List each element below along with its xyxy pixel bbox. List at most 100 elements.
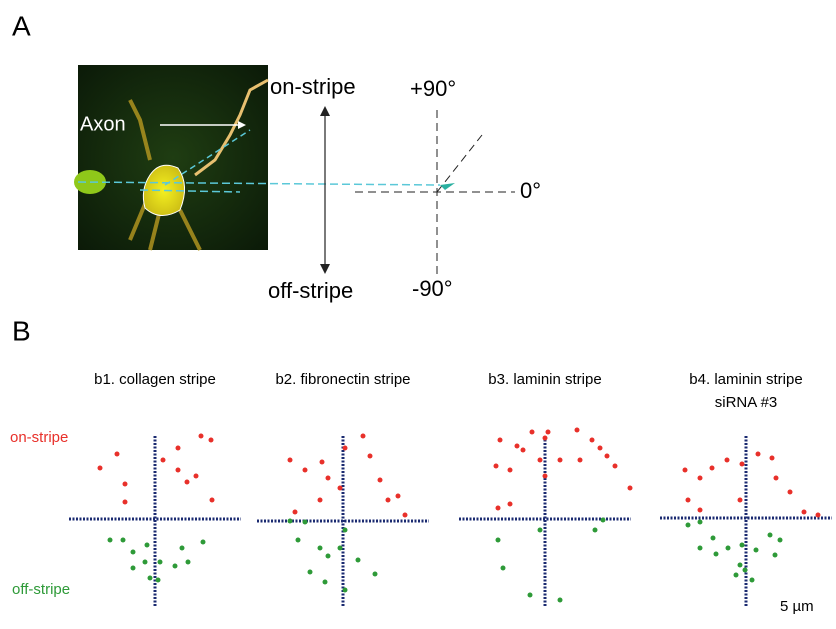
panel-label: B: [12, 315, 31, 346]
off-stripe-point: [537, 527, 543, 533]
on-stripe-point: [175, 467, 181, 473]
on-stripe-point: [697, 475, 703, 481]
off-stripe-point: [725, 545, 731, 551]
on-stripe-point: [577, 457, 583, 463]
off-stripe-point: [685, 522, 691, 528]
on-stripe-point: [302, 467, 308, 473]
on-stripe-point: [514, 443, 520, 449]
off-stripe-point: [697, 519, 703, 525]
axon-label: Axon: [80, 113, 126, 135]
on-stripe-point: [507, 501, 513, 507]
off-stripe-point: [155, 577, 161, 583]
off-stripe-point: [697, 545, 703, 551]
on-stripe-point: [801, 509, 807, 515]
off-stripe-point: [295, 537, 301, 543]
on-stripe-point: [627, 485, 633, 491]
off-stripe-point: [342, 587, 348, 593]
on-stripe-point: [360, 433, 366, 439]
on-stripe-point: [367, 453, 373, 459]
on-stripe-point: [787, 489, 793, 495]
on-stripe-point: [589, 437, 595, 443]
off-stripe-point: [733, 572, 739, 578]
on-stripe-point: [604, 453, 610, 459]
on-stripe-point: [537, 457, 543, 463]
off-stripe-point: [372, 571, 378, 577]
plus90-label: +90°: [410, 76, 456, 101]
on-stripe-point: [175, 445, 181, 451]
on-stripe-label: on-stripe: [10, 429, 68, 446]
off-stripe-point: [144, 542, 150, 548]
off-stripe-point: [107, 537, 113, 543]
plot-title: b2. fibronectin stripe: [275, 371, 410, 388]
off-stripe-point: [495, 537, 501, 543]
off-stripe-point: [772, 552, 778, 558]
off-stripe-point: [287, 518, 293, 524]
off-stripe-point: [147, 575, 153, 581]
on-stripe-point: [773, 475, 779, 481]
on-stripe-point: [319, 459, 325, 465]
on-stripe-point: [542, 435, 548, 441]
off-stripe-point: [142, 559, 148, 565]
on-stripe-point: [739, 461, 745, 467]
on-stripe-point: [342, 445, 348, 451]
on-stripe-point: [545, 429, 551, 435]
on-stripe-point: [292, 509, 298, 515]
off-stripe-point: [777, 537, 783, 543]
on-stripe-point: [395, 493, 401, 499]
on-stripe-label: on-stripe: [270, 74, 356, 99]
off-stripe-point: [307, 569, 313, 575]
off-stripe-point: [742, 567, 748, 573]
on-stripe-point: [385, 497, 391, 503]
on-stripe-point: [495, 505, 501, 511]
off-stripe-point: [325, 553, 331, 559]
off-stripe-point: [767, 532, 773, 538]
on-stripe-point: [493, 463, 499, 469]
off-stripe-point: [317, 545, 323, 551]
on-stripe-point: [209, 497, 215, 503]
on-stripe-point: [709, 465, 715, 471]
off-stripe-point: [179, 545, 185, 551]
zero-label: 0°: [520, 178, 541, 203]
off-stripe-point: [527, 592, 533, 598]
on-stripe-point: [198, 433, 204, 439]
on-stripe-point: [208, 437, 214, 443]
on-stripe-point: [402, 512, 408, 518]
off-stripe-point: [713, 551, 719, 557]
on-stripe-point: [287, 457, 293, 463]
scale-label: 5 µm: [780, 598, 814, 615]
on-stripe-point: [574, 427, 580, 433]
on-stripe-point: [755, 451, 761, 457]
off-stripe-point: [337, 545, 343, 551]
panel-label: A: [12, 10, 31, 41]
on-stripe-point: [815, 512, 821, 518]
on-stripe-point: [685, 497, 691, 503]
off-stripe-point: [355, 557, 361, 563]
on-stripe-point: [377, 477, 383, 483]
plot-title: b1. collagen stripe: [94, 371, 216, 388]
off-stripe-point: [130, 549, 136, 555]
on-stripe-point: [597, 445, 603, 451]
plot-title: b3. laminin stripe: [488, 371, 601, 388]
on-stripe-point: [520, 447, 526, 453]
on-stripe-point: [122, 499, 128, 505]
off-stripe-point: [737, 562, 743, 568]
on-stripe-point: [325, 475, 331, 481]
off-stripe-point: [185, 559, 191, 565]
off-stripe-point: [749, 577, 755, 583]
off-stripe-point: [710, 535, 716, 541]
off-stripe-point: [120, 537, 126, 543]
on-stripe-point: [682, 467, 688, 473]
on-stripe-point: [542, 473, 548, 479]
on-stripe-point: [184, 479, 190, 485]
off-stripe-point: [322, 579, 328, 585]
minus90-label: -90°: [412, 276, 453, 301]
on-stripe-point: [612, 463, 618, 469]
off-stripe-point: [200, 539, 206, 545]
on-stripe-point: [193, 473, 199, 479]
on-stripe-point: [317, 497, 323, 503]
on-stripe-point: [507, 467, 513, 473]
off-stripe-point: [753, 547, 759, 553]
off-stripe-point: [342, 527, 348, 533]
on-stripe-point: [724, 457, 730, 463]
